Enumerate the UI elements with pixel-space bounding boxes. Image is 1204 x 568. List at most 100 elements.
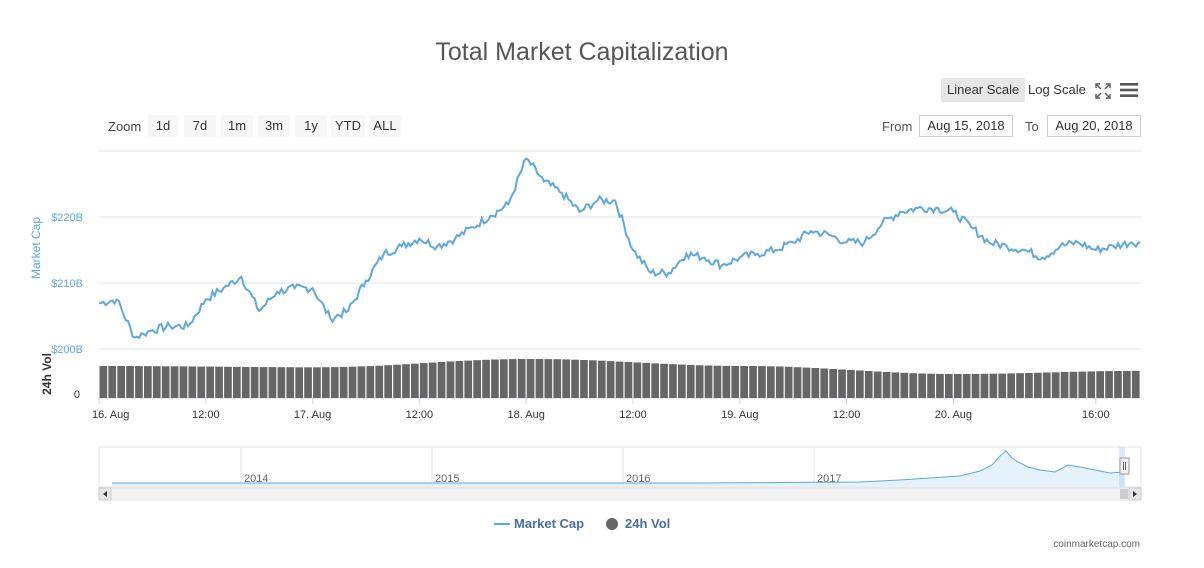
volume-bar	[704, 365, 713, 398]
volume-bar	[793, 367, 802, 398]
volume-bar	[482, 359, 490, 398]
y-axis-title: Market Cap	[29, 217, 43, 279]
to-date-input[interactable]	[1047, 115, 1141, 137]
navigator-year-label: 2015	[435, 473, 459, 485]
volume-bar	[179, 366, 188, 398]
volume-bar	[775, 366, 784, 398]
scrollbar-track[interactable]	[98, 487, 1142, 501]
volume-bar	[473, 360, 481, 398]
volume-bar	[126, 366, 134, 398]
navigator-line	[112, 450, 1125, 484]
volume-bar	[286, 367, 295, 398]
zoom-3m-button[interactable]: 3m	[258, 115, 290, 137]
volume-bar	[330, 367, 339, 398]
volume-bar	[224, 366, 232, 398]
volume-bar	[624, 362, 633, 398]
x-tick-label: 16. Aug	[92, 409, 129, 421]
volume-bar	[1034, 372, 1042, 398]
volume-bar	[1105, 371, 1113, 398]
volume-bar	[197, 366, 206, 398]
scrollbar-thumb[interactable]	[1120, 489, 1128, 499]
volume-bar	[651, 363, 659, 398]
linear-scale-button[interactable]: Linear Scale	[941, 78, 1026, 102]
legend-market-cap[interactable]: Market Cap	[514, 516, 585, 531]
volume-bar	[259, 367, 268, 398]
market-cap-line	[98, 157, 1141, 340]
volume-bar	[135, 366, 143, 398]
volume-bar	[508, 359, 517, 398]
volume-bar	[464, 360, 473, 398]
volume-bar	[1087, 371, 1096, 398]
volume-bar	[802, 367, 811, 398]
volume-bar	[1131, 370, 1140, 398]
volume-bar	[384, 365, 392, 398]
legend-volume[interactable]: 24h Vol	[625, 516, 671, 531]
volume-bar	[304, 367, 312, 398]
volume-bar	[678, 364, 686, 398]
log-scale-button[interactable]: Log Scale	[1028, 82, 1086, 97]
legend-volume-symbol	[606, 518, 618, 530]
volume-bar	[669, 364, 677, 398]
zoom-1y-button[interactable]: 1y	[295, 115, 327, 137]
volume-bar	[1016, 373, 1024, 398]
volume-bar	[233, 366, 241, 398]
x-tick-label: 12:00	[406, 409, 434, 421]
zoom-7d-button[interactable]: 7d	[184, 115, 216, 137]
zoom-1d-button[interactable]: 1d	[148, 115, 178, 137]
to-label: To	[1025, 119, 1039, 134]
volume-bar	[411, 363, 419, 398]
credits[interactable]: coinmarketcap.com	[1053, 539, 1140, 550]
from-date-input[interactable]	[919, 115, 1013, 137]
volume-bar	[517, 359, 526, 398]
volume-bar	[348, 366, 357, 398]
zoom-ytd-button[interactable]: YTD	[331, 115, 365, 137]
volume-bar	[856, 370, 864, 398]
volume-bar	[936, 373, 944, 398]
fullscreen-icon[interactable]	[1095, 83, 1111, 99]
x-tick-label: 20. Aug	[935, 409, 972, 421]
volume-bar	[633, 362, 642, 398]
x-tick-label: 16:00	[1082, 409, 1110, 421]
volume-bar	[1123, 370, 1131, 398]
volume-bar	[562, 359, 570, 398]
volume-bar	[419, 363, 428, 398]
volume-bar	[357, 366, 366, 398]
volume-bar	[989, 373, 998, 398]
volume-bar	[597, 360, 606, 398]
volume-bar	[500, 359, 508, 398]
zoom-1m-button[interactable]: 1m	[221, 115, 253, 137]
menu-icon[interactable]	[1120, 82, 1138, 98]
volume-bar	[953, 374, 962, 398]
volume-bar	[571, 359, 579, 398]
volume-bar	[1060, 372, 1069, 398]
x-tick-label: 12:00	[619, 409, 647, 421]
scrollbar-right-arrow-icon	[1133, 491, 1137, 497]
volume-bar	[526, 359, 535, 398]
volume-bar	[758, 366, 766, 398]
volume-bar	[1078, 371, 1087, 398]
volume-bar	[446, 361, 455, 398]
volume-bar	[553, 359, 562, 398]
y-tick-label: $210B	[51, 278, 83, 290]
volume-bar	[544, 359, 553, 398]
volume-bar	[117, 366, 125, 398]
volume-bar	[144, 366, 152, 398]
navigator-handle[interactable]	[1119, 457, 1130, 475]
volume-bar	[927, 373, 935, 398]
from-label: From	[882, 119, 913, 134]
volume-bar	[642, 362, 651, 398]
volume-bar	[838, 369, 846, 398]
volume-bar	[108, 366, 117, 398]
volume-bar	[152, 366, 161, 398]
volume-bar	[188, 366, 197, 398]
zoom-all-button[interactable]: ALL	[369, 115, 401, 137]
x-tick-label: 12:00	[192, 409, 220, 421]
volume-bar	[1007, 373, 1015, 398]
volume-bar	[366, 366, 375, 398]
volume-bar	[589, 360, 597, 398]
volume-bar	[1069, 371, 1078, 398]
volume-bar	[375, 365, 384, 398]
volume-bar	[402, 364, 410, 398]
volume-bar	[873, 371, 882, 398]
volume-bar	[322, 367, 330, 398]
